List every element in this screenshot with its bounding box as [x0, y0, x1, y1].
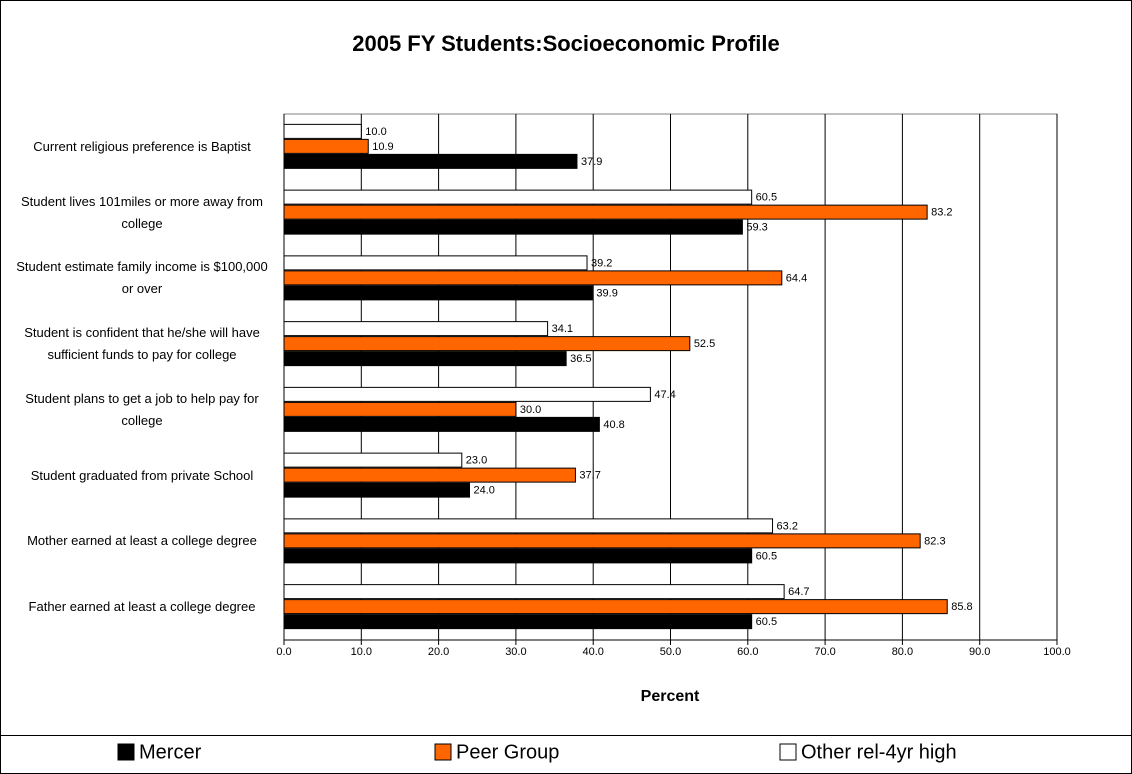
data-label: 63.2 — [777, 520, 798, 532]
bar — [283, 467, 576, 483]
x-tick-label: 100.0 — [1043, 646, 1071, 658]
bar — [283, 270, 783, 286]
y-tick-label: Student plans to get a job to help pay f… — [25, 390, 259, 428]
bar — [283, 189, 753, 205]
y-tick-label: Student graduated from private School — [30, 467, 254, 483]
data-label: 82.3 — [924, 535, 945, 547]
data-label: 52.5 — [694, 338, 715, 350]
bar — [283, 584, 785, 600]
legend-swatch — [434, 743, 452, 761]
bar — [283, 255, 588, 271]
data-label: 10.9 — [372, 141, 393, 153]
data-label: 60.5 — [756, 616, 777, 628]
x-tick-label: 80.0 — [892, 646, 913, 658]
x-tick-label: 20.0 — [428, 646, 449, 658]
bar — [283, 219, 743, 235]
data-label: 64.4 — [786, 272, 807, 284]
bar — [283, 204, 928, 220]
data-label: 30.0 — [520, 404, 541, 416]
legend-label: Mercer — [139, 741, 202, 763]
data-label: 34.1 — [552, 323, 573, 335]
bar — [283, 614, 753, 630]
data-label: 47.4 — [654, 389, 675, 401]
bar — [283, 452, 463, 468]
data-label: 37.7 — [579, 470, 600, 482]
data-label: 64.7 — [788, 586, 809, 598]
bar — [283, 285, 593, 301]
data-label: 40.8 — [603, 419, 624, 431]
data-label: 10.0 — [365, 126, 386, 138]
data-label: 37.9 — [581, 156, 602, 168]
y-tick-label: Student estimate family income is $100,0… — [16, 259, 268, 297]
bar — [283, 548, 753, 564]
data-label: 24.0 — [474, 485, 495, 497]
x-tick-label: 10.0 — [351, 646, 372, 658]
y-tick-label: Student lives 101miles or more away from… — [20, 193, 264, 231]
bar — [283, 351, 567, 367]
y-tick-label: Mother earned at least a college degree — [27, 533, 257, 549]
data-label: 23.0 — [466, 455, 487, 467]
bar — [283, 123, 362, 139]
data-label: 85.8 — [951, 601, 972, 613]
y-tick-label: Student is confident that he/she will ha… — [24, 325, 260, 363]
y-tick-label: Father earned at least a college degree — [28, 599, 256, 615]
data-label: 39.9 — [596, 287, 617, 299]
bar — [283, 518, 774, 534]
data-label: 36.5 — [570, 353, 591, 365]
chart-title: 2005 FY Students:Socioeconomic Profile — [352, 31, 780, 56]
data-label: 83.2 — [931, 207, 952, 219]
legend-swatch — [779, 743, 797, 761]
x-tick-label: 30.0 — [505, 646, 526, 658]
bar — [283, 321, 549, 337]
bar — [283, 401, 517, 417]
bar — [283, 336, 691, 352]
data-label: 39.2 — [591, 257, 612, 269]
bar — [283, 533, 921, 549]
bar — [283, 153, 578, 169]
bar — [283, 482, 471, 498]
data-label: 60.5 — [756, 192, 777, 204]
legend-label: Other rel-4yr high — [801, 741, 957, 763]
bar — [283, 138, 369, 154]
bar — [283, 599, 948, 615]
bar — [283, 416, 600, 432]
legend-label: Peer Group — [456, 741, 559, 763]
data-label: 60.5 — [756, 550, 777, 562]
data-label: 59.3 — [746, 222, 767, 234]
x-tick-label: 50.0 — [660, 646, 681, 658]
bar — [283, 386, 651, 402]
legend-swatch — [117, 743, 135, 761]
x-tick-label: 60.0 — [737, 646, 758, 658]
x-axis-title: Percent — [641, 688, 700, 705]
x-tick-label: 70.0 — [814, 646, 835, 658]
x-tick-label: 0.0 — [276, 646, 291, 658]
y-tick-label: Current religious preference is Baptist — [33, 138, 251, 154]
x-tick-label: 90.0 — [969, 646, 990, 658]
x-tick-label: 40.0 — [582, 646, 603, 658]
legend-border — [0, 735, 1132, 774]
